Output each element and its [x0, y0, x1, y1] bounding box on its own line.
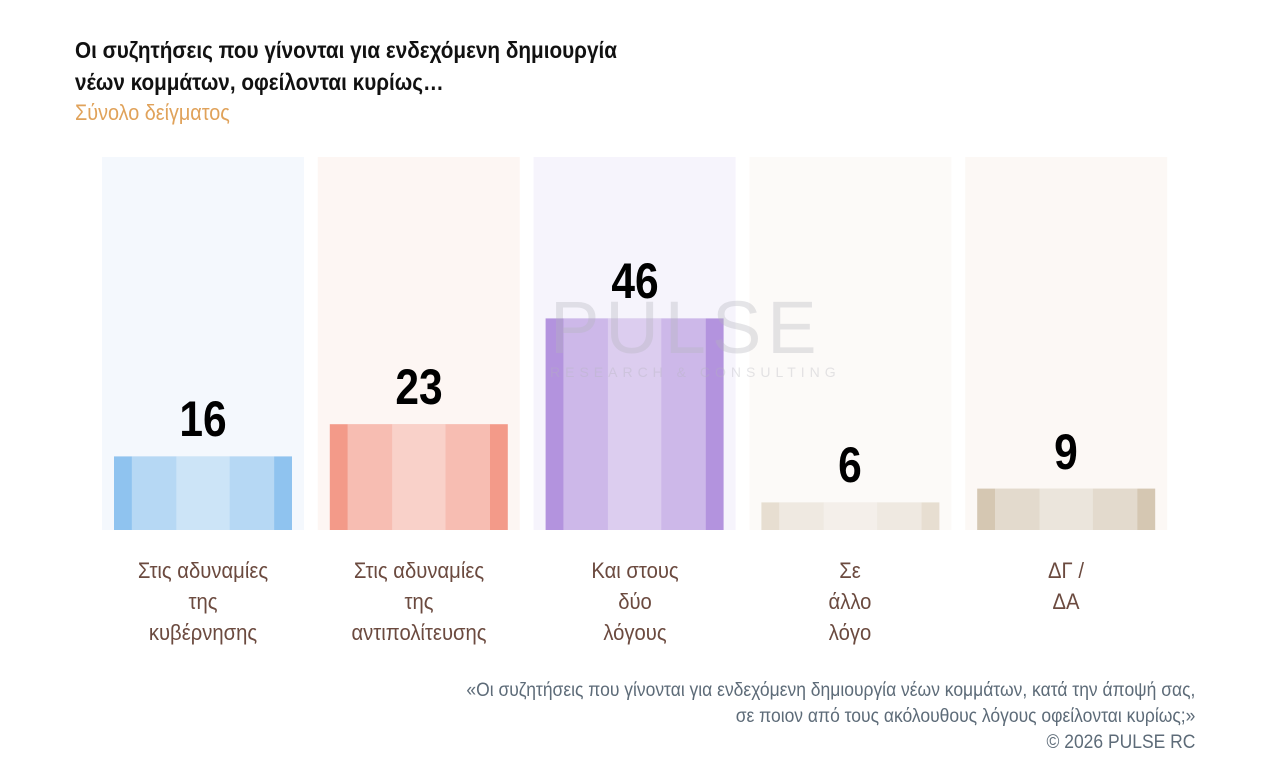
category-label: Σε άλλο λόγο: [757, 555, 943, 648]
bar-highlight: [1039, 488, 1093, 530]
bar-highlight: [823, 502, 878, 530]
chart-title: Οι συζητήσεις που γίνονται για ενδεχόμεν…: [75, 34, 759, 98]
title-line-2: νέων κομμάτων, οφείλονται κυρίως…: [75, 69, 444, 95]
category-label-line: αντιπολίτευσης: [351, 620, 487, 645]
bar: [329, 424, 508, 530]
column-background: [965, 157, 1168, 530]
category-label: Και στους δύο λόγους: [542, 555, 728, 648]
category-label-line: κυβέρνησης: [148, 620, 258, 645]
category-label-line: της: [188, 589, 218, 614]
data-label: 16: [179, 391, 227, 448]
question-line-2: σε ποιον από τους ακόλουθους λόγους οφεί…: [735, 706, 1195, 727]
category-label: ΔΓ / ΔΑ: [973, 555, 1159, 617]
bar: [977, 488, 1156, 530]
bar-highlight: [131, 456, 275, 530]
column-background: [749, 157, 952, 530]
bar-highlight: [176, 456, 230, 530]
bar: [114, 456, 292, 530]
category-label: Στις αδυναμίες της αντιπολίτευσης: [326, 555, 512, 648]
bar-highlight: [779, 502, 922, 530]
category-label-line: λόγο: [829, 620, 872, 645]
category-label-line: της: [404, 589, 434, 614]
footer: «Οι συζητήσεις που γίνονται για ενδεχόμε…: [466, 678, 1195, 756]
bar-highlight: [995, 488, 1138, 530]
bar-highlight: [607, 318, 662, 530]
category-label-line: Στις αδυναμίες: [353, 558, 484, 583]
chart-subtitle: Σύνολο δείγματος: [75, 100, 230, 125]
bar-highlight: [563, 318, 706, 530]
bar: [761, 502, 940, 530]
data-label: 46: [610, 253, 659, 310]
data-label: 6: [838, 437, 863, 494]
category-label: Στις αδυναμίες της κυβέρνησης: [110, 555, 296, 648]
data-label: 23: [395, 359, 443, 416]
category-label-line: λόγους: [602, 620, 667, 645]
category-label-line: Σε: [839, 558, 862, 583]
bar: [545, 318, 724, 530]
category-label-line: ΔΓ /: [1048, 558, 1085, 583]
data-label: 9: [1054, 423, 1079, 480]
category-label-line: Στις αδυναμίες: [137, 558, 269, 583]
category-label-line: άλλο: [828, 589, 872, 614]
title-line-1: Οι συζητήσεις που γίνονται για ενδεχόμεν…: [75, 37, 617, 63]
bar-highlight: [392, 424, 446, 530]
category-label-line: Και στους: [590, 558, 679, 583]
copyright: © 2026 PULSE RC: [1046, 732, 1195, 753]
category-label-line: ΔΑ: [1052, 589, 1080, 614]
question-line-1: «Οι συζητήσεις που γίνονται για ενδεχόμε…: [466, 680, 1195, 701]
category-label-line: δύο: [617, 589, 652, 614]
bar-highlight: [347, 424, 490, 530]
